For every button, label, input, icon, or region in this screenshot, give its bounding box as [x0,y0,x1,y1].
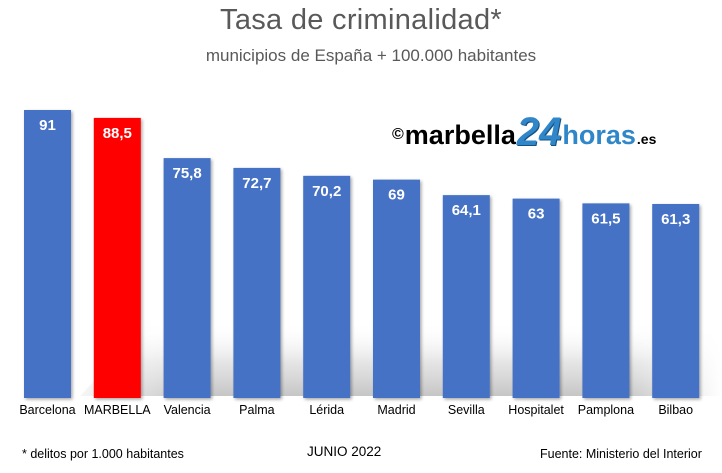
category-label-hospitalet: Hospitalet [508,403,564,417]
value-label-bilbao: 61,3 [661,211,690,228]
bar-madrid [373,179,420,398]
category-label-marbella: MARBELLA [84,403,151,417]
bar-sevilla [442,195,490,398]
category-label-barcelona: Barcelona [19,403,75,417]
watermark-text-marbella: marbella [404,120,516,150]
category-label-valencia: Valencia [164,403,211,417]
value-label-lerida: 70,2 [312,183,341,200]
footnote: * delitos por 1.000 habitantes [22,447,184,461]
category-label-lerida: Lérida [309,403,344,417]
chart-subtitle: municipios de España + 100.000 habitante… [205,46,537,65]
chart-title: Tasa de criminalidad* [220,4,502,36]
watermark-text-horas: horas [562,120,636,150]
watermark-text-es: .es [636,131,657,147]
bar-valencia [163,158,211,398]
value-label-pamplona: 61,5 [591,210,620,227]
category-label-bilbao: Bilbao [658,403,693,417]
bar-lerida [303,175,351,398]
bar-hospitalet [512,198,560,398]
value-label-marbella: 88,5 [103,125,132,142]
value-label-barcelona: 91 [39,117,56,134]
bar-marbella [93,117,141,399]
bar-bilbao [652,203,700,398]
value-label-sevilla: 64,1 [452,202,481,219]
value-label-palma: 72,7 [242,175,271,192]
watermark-copyright: © [392,126,404,143]
category-label-sevilla: Sevilla [448,403,485,417]
bar-pamplona [582,203,630,398]
value-label-madrid: 69 [388,187,405,204]
category-label-palma: Palma [239,403,274,417]
value-label-valencia: 75,8 [172,165,201,182]
bar-barcelona [24,110,71,398]
category-label-madrid: Madrid [377,403,415,417]
value-label-hospitalet: 63 [528,206,545,223]
date-label: JUNIO 2022 [307,444,382,459]
category-label-pamplona: Pamplona [578,403,634,417]
bar-palma [233,167,281,398]
watermark-text-24: 24 [516,110,562,154]
watermark-logo: © marbella 24 horas .es [392,108,656,152]
source-label: Fuente: Ministerio del Interior [540,447,702,461]
